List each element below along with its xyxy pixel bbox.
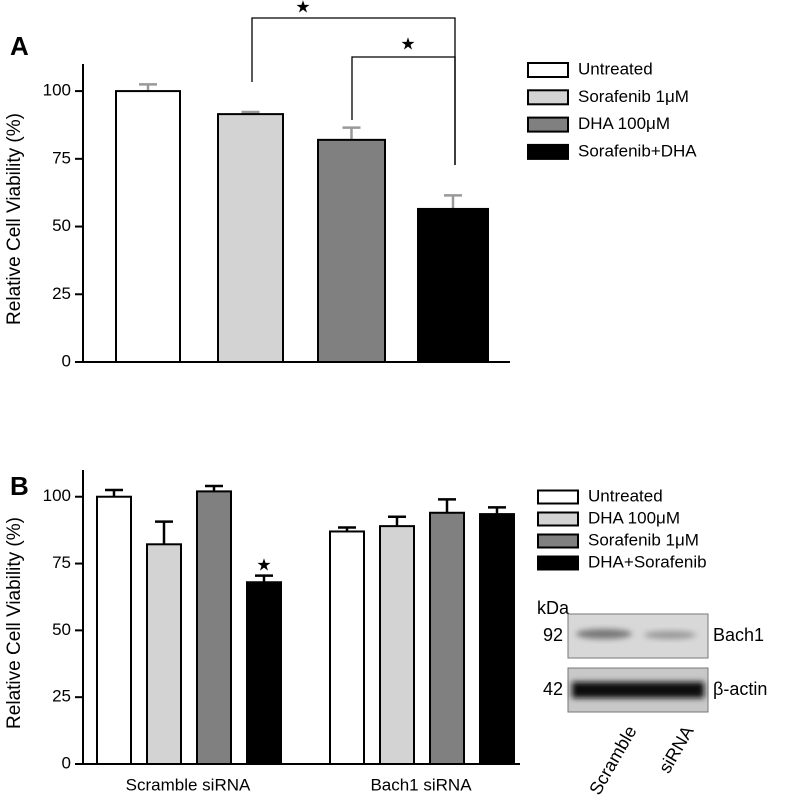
legend-swatch — [537, 511, 579, 527]
blot-marker: 92 — [543, 625, 563, 645]
bar — [96, 495, 132, 765]
y-tick-label: 50 — [52, 216, 71, 235]
significance-bracket — [351, 56, 456, 165]
legend-label: DHA+Sorafenib — [588, 552, 707, 571]
panel-label: A — [10, 31, 29, 61]
y-tick-label: 75 — [52, 148, 71, 167]
bar — [246, 581, 282, 765]
blot-band-label: β-actin — [713, 679, 767, 699]
bar — [417, 207, 489, 363]
blot-unit: kDa — [537, 598, 570, 618]
bar — [146, 543, 182, 765]
bar — [479, 513, 515, 765]
bar — [317, 138, 386, 363]
blot-band-label: Bach1 — [713, 625, 764, 645]
bar — [329, 530, 365, 765]
bar — [217, 113, 284, 363]
bar — [429, 511, 465, 765]
blot-band — [576, 629, 632, 639]
western-blot: kDa 92 42 Bach1 β-actin Scramble siRNA — [537, 598, 767, 798]
legend-label: DHA 100μM — [578, 114, 670, 133]
y-tick-label: 0 — [62, 351, 71, 370]
y-axis-label: Relative Cell Viability (%) — [4, 517, 25, 729]
legend-label: Sorafenib+DHA — [578, 141, 697, 160]
bar — [379, 525, 415, 765]
legend-label: DHA 100μM — [588, 508, 680, 527]
bar — [196, 490, 232, 765]
legend-swatch — [537, 555, 579, 571]
significance-mark: ★ — [400, 34, 415, 53]
legend-swatch — [527, 89, 569, 106]
y-tick-label: 75 — [52, 553, 71, 572]
x-tick-label: Scramble siRNA — [126, 775, 251, 794]
blot-band — [644, 631, 696, 639]
y-tick-label: 100 — [43, 486, 71, 505]
bar — [115, 90, 181, 363]
y-tick-label: 25 — [52, 284, 71, 303]
legend-label: Untreated — [578, 59, 653, 78]
y-tick-label: 100 — [43, 81, 71, 100]
significance-mark: ★ — [256, 555, 271, 574]
legend-label: Untreated — [588, 486, 663, 505]
lane-label: siRNA — [655, 722, 698, 776]
legend-swatch — [537, 533, 579, 549]
legend-swatch — [527, 116, 569, 133]
panel-label: B — [10, 471, 29, 501]
significance-mark: ★ — [295, 0, 310, 16]
y-tick-label: 0 — [62, 753, 71, 772]
legend-swatch — [527, 143, 569, 160]
y-tick-label: 50 — [52, 620, 71, 639]
y-tick-label: 25 — [52, 687, 71, 706]
legend-swatch — [527, 62, 569, 78]
legend-label: Sorafenib 1μM — [578, 87, 689, 106]
blot-marker: 42 — [543, 679, 563, 699]
y-axis-label: Relative Cell Viability (%) — [4, 113, 25, 325]
legend-label: Sorafenib 1μM — [588, 530, 699, 549]
lane-label: Scramble — [585, 722, 640, 798]
legend-swatch — [537, 489, 579, 505]
x-tick-label: Bach1 siRNA — [370, 775, 472, 794]
blot-band — [572, 682, 704, 698]
